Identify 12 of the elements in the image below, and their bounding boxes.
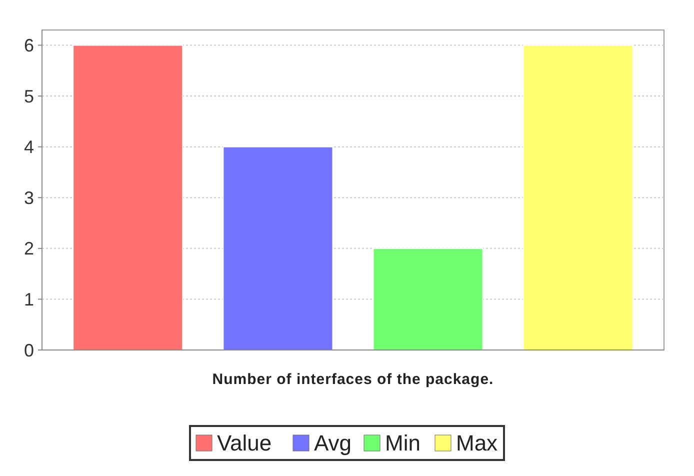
y-tick-label: 2	[24, 238, 34, 259]
x-axis-title: Number of interfaces of the package.	[212, 371, 494, 388]
y-tick-label: 6	[24, 36, 34, 56]
legend-label: Avg	[314, 430, 352, 456]
legend-label: Min	[385, 430, 420, 456]
legend-label: Value	[217, 430, 272, 456]
legend-label: Max	[456, 430, 498, 456]
y-tick-label: 0	[24, 340, 34, 360]
y-tick-label: 3	[24, 188, 34, 208]
y-tick-label: 1	[24, 290, 34, 310]
y-tick-label: 4	[24, 137, 34, 158]
y-tick-label: 5	[24, 86, 34, 106]
